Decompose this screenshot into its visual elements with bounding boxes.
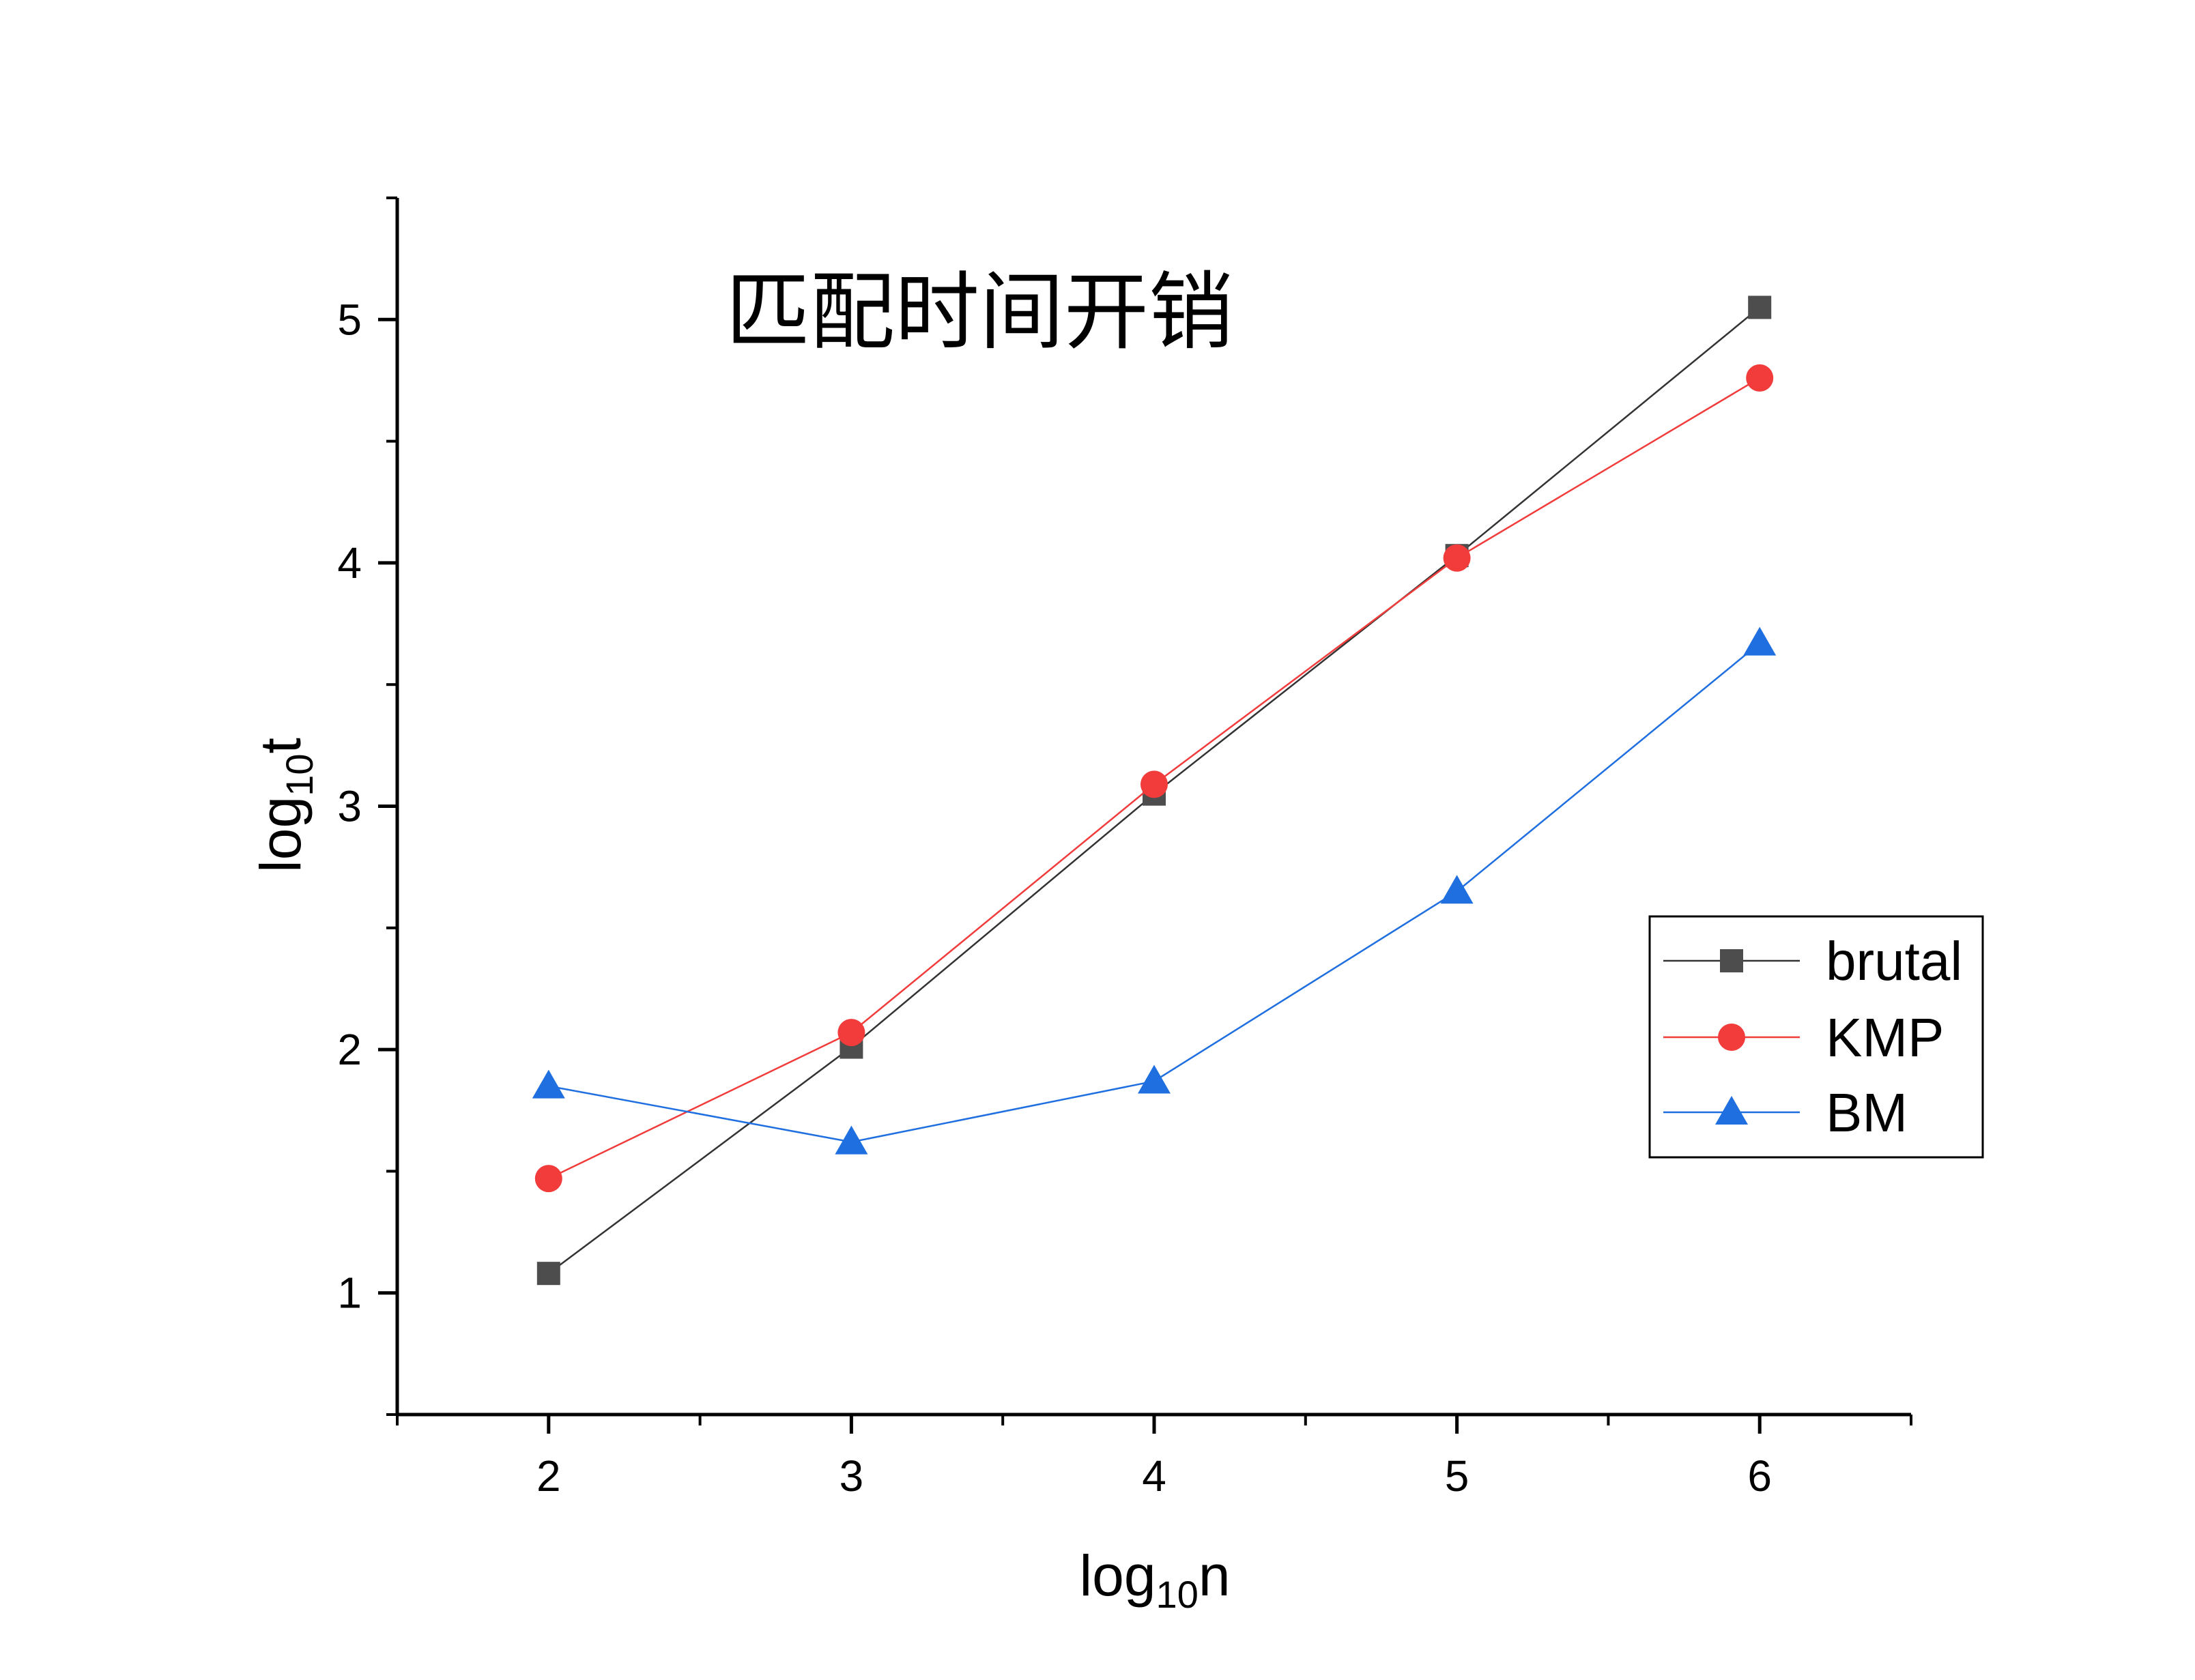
legend-item-bm: BM bbox=[1663, 1082, 1908, 1143]
data-point-kmp bbox=[1746, 364, 1774, 392]
x-tick-label: 5 bbox=[1445, 1451, 1469, 1501]
data-point-bm bbox=[532, 1069, 565, 1099]
data-point-kmp bbox=[534, 1165, 562, 1193]
x-tick-label: 6 bbox=[1747, 1451, 1772, 1501]
data-point-bm bbox=[1440, 875, 1474, 904]
data-point-brutal bbox=[1748, 295, 1772, 319]
legend-marker bbox=[1715, 1096, 1748, 1125]
legend-item-kmp: KMP bbox=[1663, 1007, 1944, 1068]
y-tick-label: 5 bbox=[337, 295, 362, 344]
y-axis-title-var: t bbox=[248, 738, 313, 753]
data-point-bm bbox=[1743, 626, 1777, 656]
series-layer bbox=[532, 295, 1777, 1286]
data-point-kmp bbox=[837, 1019, 865, 1047]
series-bm bbox=[532, 626, 1777, 1155]
x-tick-label: 2 bbox=[536, 1451, 561, 1501]
y-axis-title-base: log bbox=[248, 796, 313, 873]
x-axis-title: log10n bbox=[1079, 1544, 1230, 1616]
legend-marker bbox=[1720, 949, 1743, 972]
y-axis-title-subscript: 10 bbox=[278, 753, 321, 796]
x-axis-title-var: n bbox=[1199, 1544, 1231, 1608]
y-tick-label: 1 bbox=[337, 1269, 362, 1318]
y-tick-label: 3 bbox=[337, 782, 362, 831]
data-point-brutal bbox=[536, 1262, 560, 1286]
data-point-kmp bbox=[1140, 770, 1168, 798]
x-axis-title-subscript: 10 bbox=[1156, 1573, 1199, 1616]
y-axis-title: log10t bbox=[248, 738, 321, 873]
legend: brutal KMP BM bbox=[1648, 915, 1984, 1159]
chart-title: 匹配时间开销 bbox=[726, 263, 1233, 362]
x-tick-label: 4 bbox=[1142, 1451, 1166, 1501]
y-ticks: 1 2 3 4 5 bbox=[337, 197, 397, 1416]
y-tick-label: 4 bbox=[337, 538, 362, 588]
x-tick-label: 3 bbox=[840, 1451, 864, 1501]
legend-label: BM bbox=[1826, 1082, 1908, 1143]
data-point-bm bbox=[835, 1125, 868, 1155]
x-axis-title-base: log bbox=[1079, 1544, 1156, 1608]
data-point-kmp bbox=[1443, 544, 1471, 572]
series-kmp bbox=[534, 364, 1774, 1193]
legend-item-brutal: brutal bbox=[1663, 931, 1962, 991]
legend-marker bbox=[1718, 1024, 1745, 1051]
legend-label: brutal bbox=[1826, 931, 1962, 991]
y-tick-label: 2 bbox=[337, 1025, 362, 1074]
data-point-bm bbox=[1138, 1065, 1171, 1094]
legend-label: KMP bbox=[1826, 1007, 1944, 1068]
x-ticks: 2 3 4 5 6 bbox=[396, 1415, 1912, 1501]
